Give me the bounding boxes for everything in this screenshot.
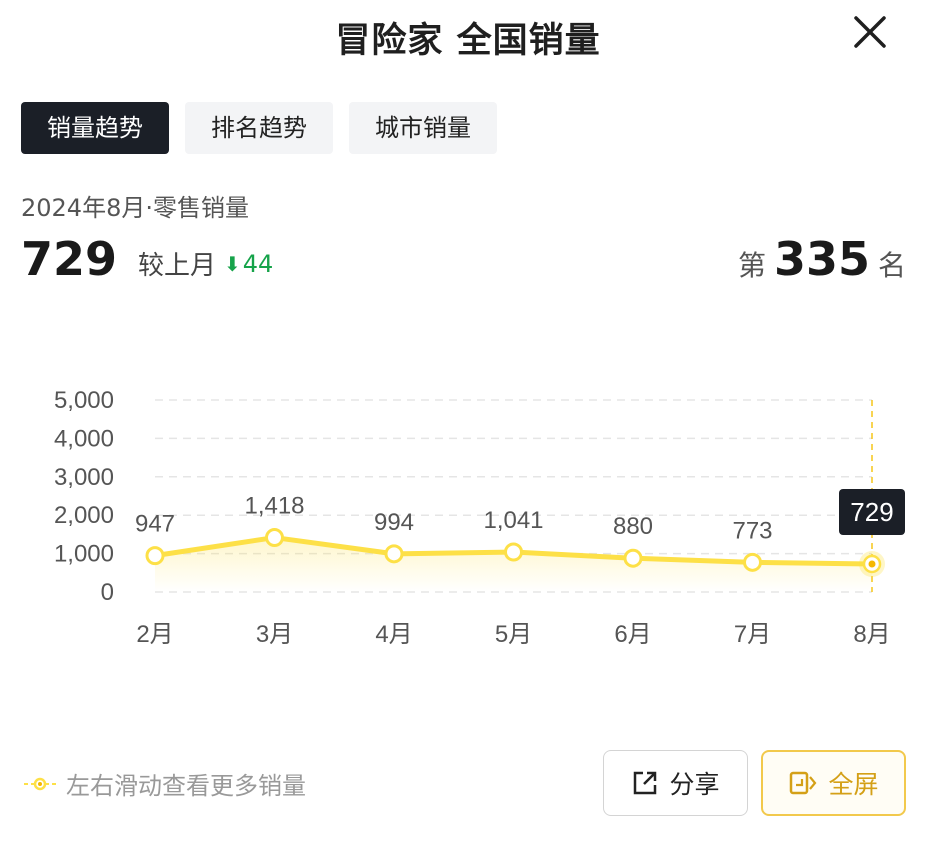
data-point — [504, 542, 523, 562]
tooltip-value: 729 — [850, 497, 893, 527]
data-point — [623, 548, 643, 568]
rank-display: 第 335 名 — [738, 232, 906, 286]
close-icon[interactable] — [848, 10, 892, 54]
tab-bar: 销量趋势 排名趋势 城市销量 — [21, 102, 497, 154]
tab-city-sales[interactable]: 城市销量 — [349, 102, 497, 154]
delta-value: 44 — [242, 249, 274, 278]
fullscreen-button[interactable]: 全屏 — [761, 750, 906, 816]
data-label: 1,418 — [244, 493, 304, 520]
x-tick-label: 4月 — [375, 621, 412, 648]
share-button[interactable]: 分享 — [603, 750, 748, 816]
data-label: 947 — [135, 511, 175, 538]
swipe-dot-icon — [24, 777, 56, 790]
x-tick-label: 5月 — [495, 621, 532, 648]
fullscreen-icon — [790, 771, 817, 795]
x-tick-label: 6月 — [614, 621, 651, 648]
month-compare: 较上月 ⬇ 44 — [138, 245, 273, 282]
fullscreen-label: 全屏 — [828, 770, 879, 799]
y-tick-label: 2,000 — [54, 502, 114, 529]
series-area — [155, 537, 872, 592]
x-tick-label: 2月 — [136, 621, 173, 648]
rank-value: 335 — [773, 232, 870, 286]
tab-rank-trend[interactable]: 排名趋势 — [185, 102, 333, 154]
data-label: 773 — [732, 517, 772, 544]
data-point — [743, 552, 762, 572]
share-label: 分享 — [669, 770, 720, 799]
compare-label: 较上月 — [138, 251, 217, 281]
tooltip-box — [839, 489, 905, 536]
y-tick-label: 3,000 — [54, 464, 114, 491]
rank-prefix: 第 — [737, 249, 766, 282]
data-point — [265, 528, 284, 548]
page-title: 冒险家 全国销量 — [335, 21, 601, 61]
rank-suffix: 名 — [877, 249, 906, 282]
sales-line-chart[interactable]: 0 1,000 2,000 3,000 4,000 5,000 947 2月 1,418 3月 99… — [0, 370, 936, 670]
y-tick-label: 4,000 — [54, 425, 114, 452]
arrow-down-icon: ⬇ — [224, 251, 241, 276]
x-tick-label: 7月 — [734, 621, 771, 648]
x-tick-label: 8月 — [853, 621, 890, 648]
data-point — [145, 546, 165, 566]
y-tick-label: 5,000 — [54, 387, 114, 414]
y-tick-label: 1,000 — [54, 541, 114, 568]
data-label: 1,041 — [483, 507, 543, 534]
hint-text: 左右滑动查看更多销量 — [66, 772, 306, 800]
sales-value: 729 — [21, 232, 118, 286]
data-label: 994 — [374, 509, 414, 536]
data-point — [384, 544, 404, 564]
tab-sales-trend[interactable]: 销量趋势 — [21, 102, 169, 154]
swipe-hint: 左右滑动查看更多销量 — [24, 766, 306, 801]
share-icon — [634, 771, 657, 795]
x-tick-label: 3月 — [256, 621, 293, 648]
data-label: 880 — [613, 513, 653, 540]
y-tick-label: 0 — [101, 579, 114, 606]
period-label: 2024年8月·零售销量 — [21, 194, 249, 222]
highlight-point-core — [868, 560, 876, 568]
